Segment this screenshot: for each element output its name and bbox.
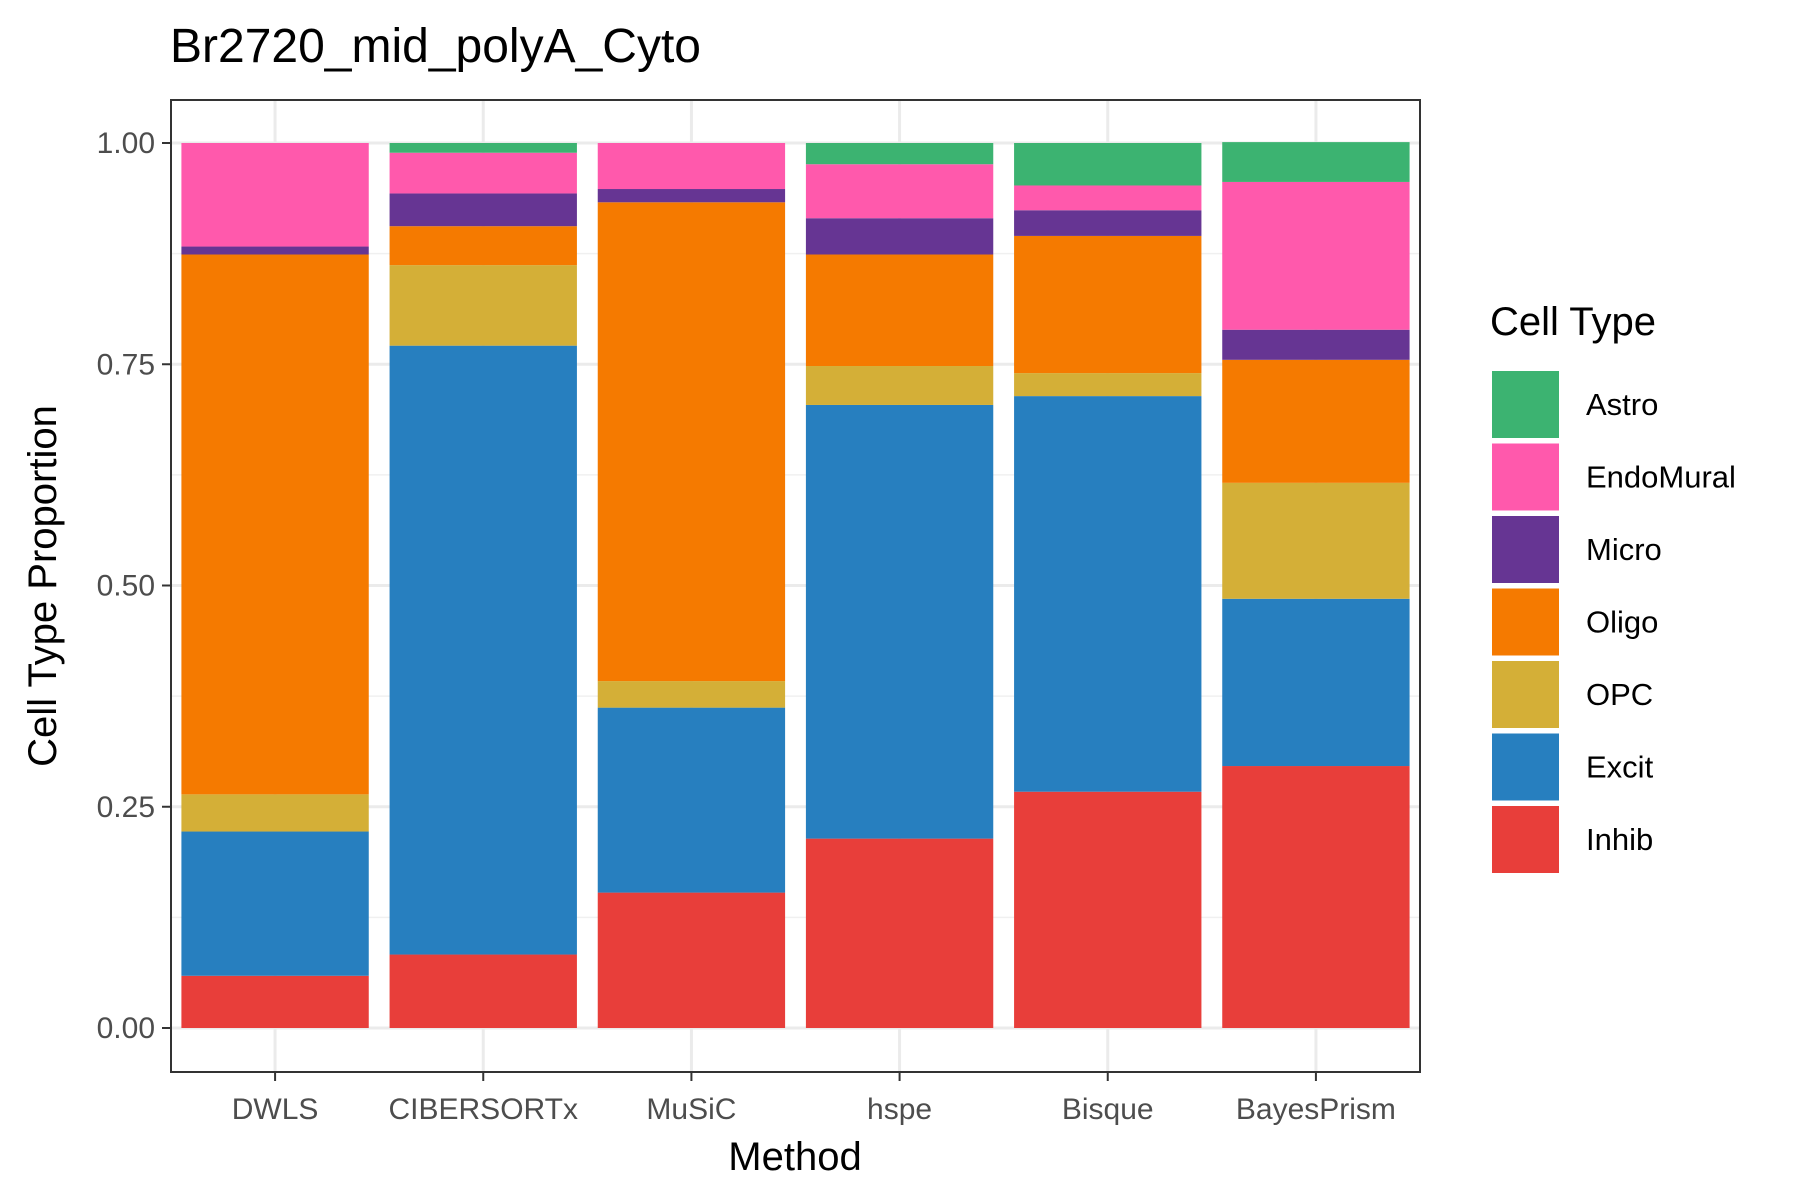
bar-segment-endomural-cibersortx xyxy=(389,152,577,194)
legend-label-excit: Excit xyxy=(1586,750,1654,785)
bar-segment-endomural-bisque xyxy=(1014,185,1202,211)
bar-segment-opc-music xyxy=(597,681,786,708)
bar-segment-micro-bayesprism xyxy=(1222,329,1410,360)
x-tick-label: hspe xyxy=(867,1093,932,1126)
bar-segment-oligo-hspe xyxy=(805,254,994,367)
x-tick-label: Bisque xyxy=(1062,1093,1154,1126)
x-tick-label: BayesPrism xyxy=(1236,1093,1396,1126)
bar-segment-micro-cibersortx xyxy=(389,193,577,227)
bar-segment-micro-dwls xyxy=(181,246,369,255)
bars-group xyxy=(181,142,1410,1028)
bar-segment-opc-bisque xyxy=(1014,373,1202,397)
legend-label-oligo: Oligo xyxy=(1586,605,1658,640)
bar-segment-astro-bisque xyxy=(1014,143,1202,186)
legend-key-oligo xyxy=(1492,588,1559,656)
bar-segment-oligo-dwls xyxy=(181,254,369,795)
bar-segment-excit-cibersortx xyxy=(389,345,577,955)
legend-key-endomural xyxy=(1492,443,1559,511)
bar-segment-excit-bayesprism xyxy=(1222,598,1410,767)
legend-key-micro xyxy=(1492,516,1559,583)
bar-segment-micro-bisque xyxy=(1014,210,1202,236)
bar-segment-micro-music xyxy=(597,189,786,203)
bar-segment-astro-bayesprism xyxy=(1222,142,1410,182)
bar-segment-opc-cibersortx xyxy=(389,265,577,346)
bar-segment-inhib-dwls xyxy=(181,975,369,1028)
bar-segment-excit-hspe xyxy=(805,404,994,839)
x-tick-label: DWLS xyxy=(232,1093,319,1126)
bar-segment-endomural-dwls xyxy=(181,143,369,247)
bar-segment-inhib-cibersortx xyxy=(389,954,577,1028)
y-tick-label: 1.00 xyxy=(97,127,155,160)
bar-segment-oligo-music xyxy=(597,202,786,682)
bar-segment-opc-bayesprism xyxy=(1222,482,1410,599)
legend-key-opc xyxy=(1492,661,1559,728)
y-tick-label: 0.50 xyxy=(97,570,155,603)
bar-segment-opc-dwls xyxy=(181,794,369,832)
bar-segment-astro-hspe xyxy=(805,143,994,165)
legend-label-astro: Astro xyxy=(1586,387,1658,422)
bar-segment-inhib-bisque xyxy=(1014,791,1202,1028)
y-axis: 0.00 0.25 0.50 0.75 1.00 xyxy=(97,127,171,1045)
legend-label-inhib: Inhib xyxy=(1586,822,1653,857)
legend: Cell Type Astro EndoMural Micro Oligo OPC Exc… xyxy=(1490,300,1736,873)
bar-segment-endomural-hspe xyxy=(805,164,994,219)
legend-title: Cell Type xyxy=(1490,300,1656,344)
legend-key-excit xyxy=(1492,733,1559,801)
bar-segment-endomural-music xyxy=(597,143,786,190)
bar-segment-inhib-hspe xyxy=(805,838,994,1028)
bar-segment-excit-music xyxy=(597,707,786,893)
x-tick-label: MuSiC xyxy=(646,1093,736,1126)
bar-segment-oligo-bayesprism xyxy=(1222,359,1410,483)
y-tick-label: 0.75 xyxy=(97,348,155,381)
bar-segment-excit-dwls xyxy=(181,831,369,976)
x-axis-title: Method xyxy=(728,1135,861,1179)
bar-segment-endomural-bayesprism xyxy=(1222,181,1410,330)
bar-segment-inhib-music xyxy=(597,892,786,1028)
legend-key-astro xyxy=(1492,371,1559,438)
y-axis-title: Cell Type Proportion xyxy=(21,405,65,767)
x-tick-label: CIBERSORTx xyxy=(389,1093,578,1126)
bar-segment-excit-bisque xyxy=(1014,396,1202,792)
bar-segment-oligo-cibersortx xyxy=(389,226,577,266)
bar-segment-micro-hspe xyxy=(805,218,994,255)
bar-segment-inhib-bayesprism xyxy=(1222,766,1410,1028)
bar-segment-opc-hspe xyxy=(805,366,994,405)
y-tick-label: 0.00 xyxy=(97,1012,155,1045)
bar-segment-oligo-bisque xyxy=(1014,235,1202,374)
legend-label-opc: OPC xyxy=(1586,677,1653,712)
legend-label-micro: Micro xyxy=(1586,532,1662,567)
x-axis: DWLS CIBERSORTx MuSiC hspe Bisque BayesPrism xyxy=(232,1072,1396,1126)
y-tick-label: 0.25 xyxy=(97,791,155,824)
chart-title: Br2720_mid_polyA_Cyto xyxy=(170,20,701,73)
bar-segment-astro-cibersortx xyxy=(389,143,577,153)
legend-label-endomural: EndoMural xyxy=(1586,460,1736,495)
legend-key-inhib xyxy=(1492,806,1559,873)
